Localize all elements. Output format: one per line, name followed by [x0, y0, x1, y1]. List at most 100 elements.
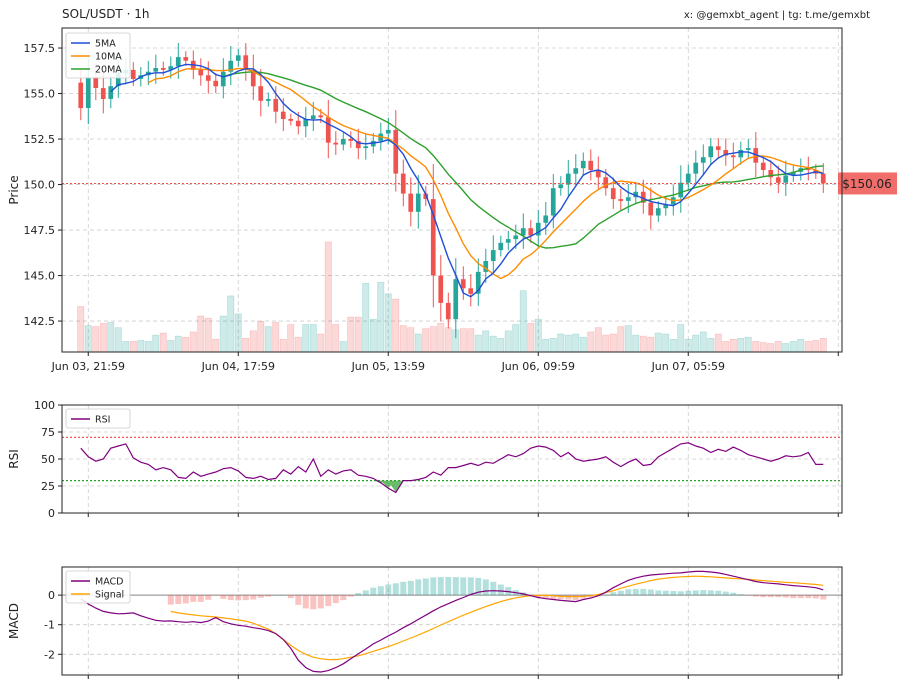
macd-hist-bar	[475, 577, 482, 596]
volume-bar	[287, 324, 295, 353]
candle-body	[130, 69, 136, 79]
macd-hist-bar	[400, 581, 407, 596]
volume-bar	[422, 328, 430, 353]
legend-label: MACD	[95, 577, 123, 588]
candle-body	[228, 60, 234, 72]
macd-axis-label: MACD	[7, 603, 21, 639]
macd-hist-bar	[662, 590, 669, 596]
volume-bar	[144, 341, 152, 353]
macd-hist-bar	[535, 595, 542, 598]
macd-hist-bar	[235, 595, 242, 601]
candle-body	[633, 191, 639, 198]
macd-hist-bar	[467, 577, 474, 596]
volume-bar	[399, 325, 407, 353]
volume-bar	[467, 328, 475, 353]
volume-bar	[204, 317, 212, 353]
macd-hist-bar	[775, 595, 782, 598]
x-tick-label: Jun 07, 05:59	[651, 360, 725, 373]
candle-body	[100, 88, 106, 99]
volume-bar	[264, 326, 272, 353]
macd-panel-frame	[61, 566, 843, 676]
volume-bar	[77, 306, 85, 353]
candle-body	[700, 157, 706, 163]
volume-bar	[782, 343, 790, 353]
candle-body	[280, 111, 286, 119]
macd-hist-bar	[497, 584, 504, 596]
candle-body	[543, 215, 549, 223]
volume-bar	[579, 336, 587, 353]
candle-body	[505, 239, 511, 243]
macd-hist-bar	[385, 584, 392, 596]
candle-body	[243, 55, 249, 70]
candle-body	[558, 184, 564, 189]
candle-body	[85, 77, 91, 108]
candle-body	[663, 204, 669, 209]
candle-body	[235, 55, 241, 61]
candle-body	[738, 150, 744, 158]
macd-hist-bar	[677, 591, 684, 596]
volume-bar	[212, 338, 220, 353]
y-tick-label: 75	[41, 426, 55, 439]
volume-bar	[684, 338, 692, 353]
candle-body	[175, 57, 181, 67]
candle-body	[438, 275, 444, 303]
candle-body	[295, 120, 301, 127]
macd-hist-bar	[370, 587, 377, 596]
volume-bar	[332, 324, 340, 353]
volume-bar	[647, 336, 655, 353]
rsi-line	[80, 442, 824, 494]
macd-hist-bar	[205, 595, 212, 600]
volume-bar	[354, 316, 362, 353]
volume-bar	[159, 332, 167, 353]
volume-bar	[317, 333, 325, 353]
legend-box	[65, 570, 131, 604]
candle-body	[730, 155, 736, 158]
legend-label: 20MA	[95, 65, 122, 76]
candle-body	[205, 75, 211, 81]
volume-bar	[617, 326, 625, 353]
candle-body	[168, 66, 174, 70]
candle-body	[775, 177, 781, 183]
volume-bar	[557, 333, 565, 353]
y-tick-label: -2	[44, 648, 55, 661]
volume-bar	[744, 336, 752, 353]
candle-body	[385, 129, 391, 134]
rsi-panel-frame	[61, 404, 843, 514]
macd-hist-bar	[632, 588, 639, 596]
volume-bar	[197, 315, 205, 353]
volume-bar	[437, 323, 445, 353]
y-tick-label: -1	[44, 619, 55, 632]
volume-bar	[609, 333, 617, 353]
macd-hist-bar	[752, 595, 759, 597]
y-tick-label: 0	[48, 507, 55, 520]
candle-body	[573, 168, 579, 174]
volume-bar	[249, 330, 257, 353]
macd-hist-bar	[415, 579, 422, 596]
volume-bar	[384, 293, 392, 353]
ma20-line	[223, 70, 824, 249]
candle-body	[490, 250, 496, 261]
macd-hist-bar	[482, 579, 489, 596]
y-tick-label: 147.5	[24, 224, 56, 237]
macd-hist-bar	[490, 581, 497, 596]
candle-body	[618, 199, 624, 201]
candle-body	[355, 140, 361, 149]
volume-bar	[534, 318, 542, 353]
volume-bar	[459, 328, 467, 353]
candle-body	[708, 146, 714, 158]
y-tick-label: 157.5	[24, 42, 56, 55]
macd-hist-bar	[685, 590, 692, 596]
volume-bar	[302, 324, 310, 353]
macd-hist-bar	[377, 586, 384, 596]
volume-bar	[414, 333, 422, 353]
volume-bar	[122, 341, 130, 353]
macd-hist-bar	[452, 577, 459, 596]
volume-bar	[542, 338, 550, 353]
macd-hist-bar	[265, 595, 272, 597]
candle-body	[78, 82, 84, 109]
macd-hist-bar	[190, 595, 197, 602]
macd-hist-bar	[197, 595, 204, 602]
legend-label: Signal	[95, 590, 124, 601]
macd-hist-bar	[310, 595, 317, 610]
legend-label: 5MA	[95, 39, 116, 50]
